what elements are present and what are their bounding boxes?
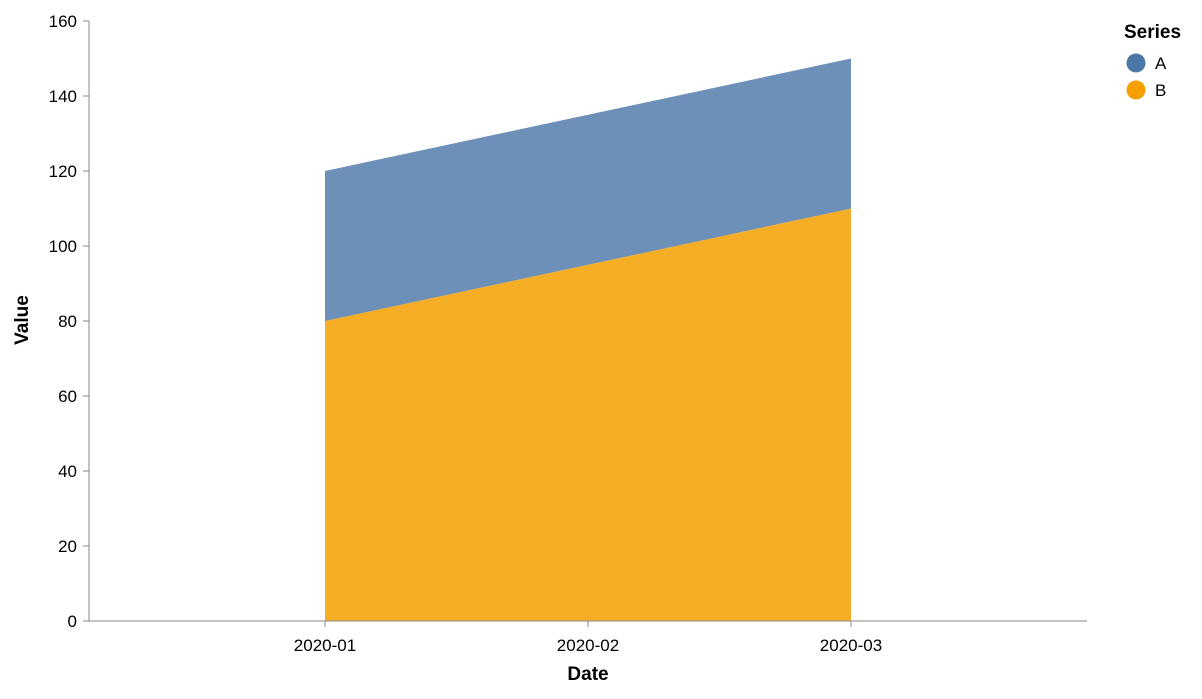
x-axis-title: Date — [567, 664, 608, 685]
y-axis-title: Value — [12, 295, 33, 345]
y-tick-label-80: 80 — [58, 312, 77, 331]
x-tick-label-2020-03: 2020-03 — [820, 636, 882, 655]
areas-layer — [325, 59, 851, 622]
y-tick-label-140: 140 — [49, 87, 77, 106]
y-tick-label-160: 160 — [49, 12, 77, 31]
legend-title: Series — [1124, 22, 1181, 43]
x-tick-label-2020-02: 2020-02 — [557, 636, 619, 655]
x-tick-label-2020-01: 2020-01 — [294, 636, 356, 655]
y-tick-label-120: 120 — [49, 162, 77, 181]
legend-label-A: A — [1155, 54, 1167, 73]
legend-label-B: B — [1155, 81, 1166, 100]
legend-swatch-B — [1127, 81, 1146, 100]
y-tick-label-20: 20 — [58, 537, 77, 556]
y-tick-label-0: 0 — [68, 612, 77, 631]
legend: Series AB — [1124, 22, 1181, 100]
legend-swatch-A — [1127, 54, 1146, 73]
legend-items: AB — [1127, 54, 1168, 101]
y-tick-label-100: 100 — [49, 237, 77, 256]
y-tick-label-60: 60 — [58, 387, 77, 406]
y-tick-label-40: 40 — [58, 462, 77, 481]
